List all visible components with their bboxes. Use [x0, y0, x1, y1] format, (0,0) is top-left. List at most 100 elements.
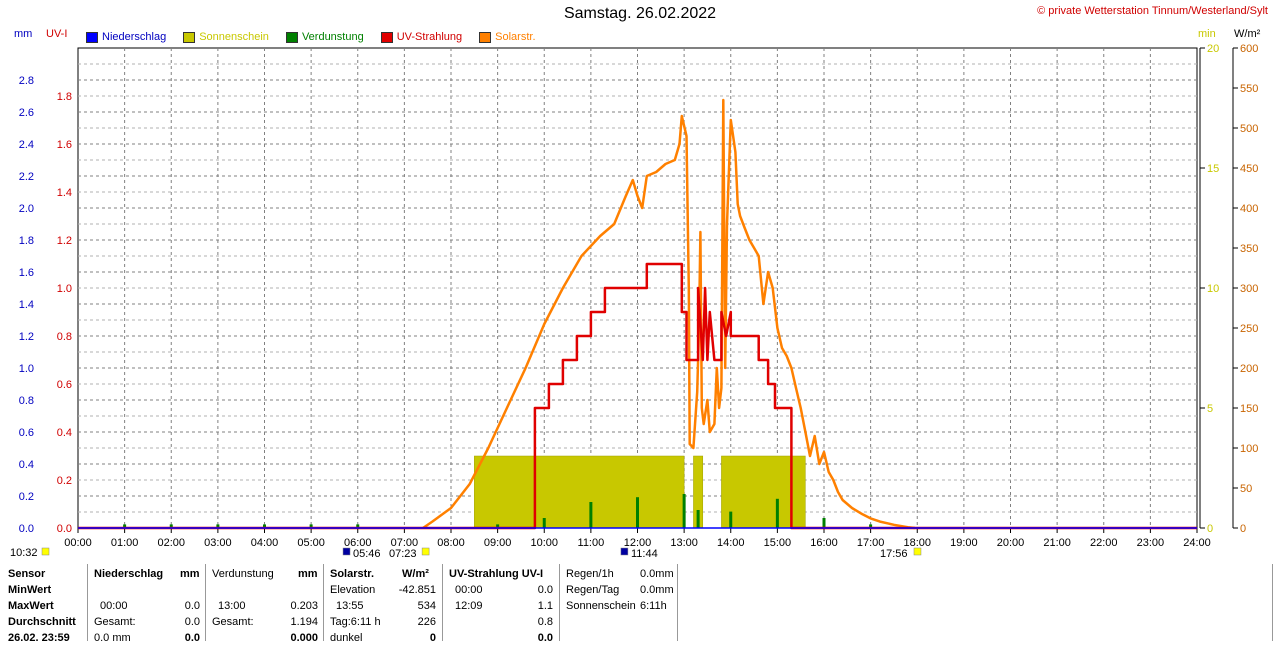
legend-solar: Solarstr. [479, 31, 536, 43]
x-tick-label: 04:00 [251, 537, 279, 549]
marker-time-sunset: 17:56 [880, 548, 908, 560]
daylight-label: Tag:6:11 h [330, 616, 381, 628]
legend: Niederschlag Sonnenschein Verdunstung UV… [86, 31, 553, 43]
chart-title: Samstag. 26.02.2022 [563, 5, 717, 22]
divider [205, 564, 206, 641]
mm-tick-label: 2.8 [19, 75, 34, 87]
divider [677, 564, 678, 641]
uv-column: UV-Strahlung UV-I 00:00 0.0 12:09 1.1 0.8 … [449, 566, 553, 646]
solar-tick-label: 400 [1240, 203, 1258, 215]
uv-unit-label: UV-I [46, 28, 68, 40]
legend-uv: UV-Strahlung [380, 31, 463, 43]
marker-time-sunrise: 05:46 [353, 548, 381, 560]
legend-sonnenschein: Sonnenschein [183, 31, 269, 43]
verdunstung-max-value: 0.203 [290, 600, 318, 612]
legend-label: Solarstr. [495, 31, 536, 43]
evaporation-spike [589, 502, 593, 528]
x-tick-label: 20:00 [997, 537, 1025, 549]
verdunstung-total-value: 1.194 [290, 616, 318, 628]
uv-tick-label: 1.4 [57, 187, 72, 199]
elevation-label: Elevation [330, 584, 376, 596]
rain-sun-column: Regen/1h 0.0mm Regen/Tag 0.0mm Sonnenschei… [566, 566, 674, 614]
evaporation-spike [682, 494, 686, 528]
legend-label: Niederschlag [102, 31, 167, 43]
x-tick-label: 21:00 [1043, 537, 1071, 549]
divider [87, 564, 88, 641]
sunrise-icon [342, 547, 351, 556]
mm-tick-label: 1.2 [19, 331, 34, 343]
yellow-marker [913, 547, 922, 556]
solar-tick-label: 50 [1240, 483, 1252, 495]
legend-swatch [86, 31, 98, 43]
x-tick-label: 06:00 [344, 537, 372, 549]
uv-average-value: 0.8 [537, 616, 553, 628]
mm-tick-label: 2.2 [19, 171, 34, 183]
uv-tick-label: 0.6 [57, 379, 72, 391]
solar-current-value: 0 [429, 632, 436, 644]
evaporation-spike [775, 498, 779, 528]
mm-unit-label: mm [14, 28, 33, 40]
yellow-marker [421, 547, 430, 556]
legend-verdunstung: Verdunstung [285, 31, 364, 43]
solar-tick-label: 350 [1240, 243, 1258, 255]
uv-tick-label: 1.6 [57, 139, 72, 151]
stats-panel: Sensor MinWert MaxWert Durchschnitt 26.0… [0, 562, 1280, 644]
mm-tick-label: 0.4 [19, 459, 34, 471]
regen-tag-value: 0.0mm [640, 584, 674, 596]
minwert-label: MinWert [8, 584, 52, 596]
uv-tick-label: 0.8 [57, 331, 72, 343]
current-time-label: 26.02. 23:59 [8, 632, 70, 644]
solar-average-value: 226 [417, 616, 436, 628]
solar-radiation-line [422, 98, 916, 530]
min-tick-label: 10 [1207, 283, 1219, 295]
solar-tick-label: 600 [1240, 43, 1258, 55]
x-tick-label: 24:00 [1183, 537, 1211, 549]
solar-tick-label: 550 [1240, 83, 1258, 95]
niederschlag-column: Niederschlag mm 00:00 0.0 Gesamt: 0.0 0.0 m… [94, 566, 200, 646]
solar-tick-label: 0 [1240, 523, 1246, 535]
legend-label: Sonnenschein [199, 31, 269, 43]
x-tick-label: 05:00 [297, 537, 325, 549]
x-tick-label: 00:00 [64, 537, 92, 549]
niederschlag-max-value: 0.0 [184, 600, 200, 612]
mm-tick-label: 1.4 [19, 299, 34, 311]
x-tick-label: 07:00 [391, 537, 419, 549]
uv-header: UV-Strahlung UV-I [449, 568, 544, 580]
niederschlag-total-label: Gesamt: [94, 616, 136, 628]
solar-header: Solarstr. [330, 568, 375, 580]
mm-tick-label: 2.6 [19, 107, 34, 119]
min-unit-label: min [1198, 28, 1216, 40]
niederschlag-max-time: 00:00 [100, 600, 128, 612]
x-tick-label: 16:00 [810, 537, 838, 549]
evaporation-spike [636, 497, 639, 528]
mm-tick-label: 0.2 [19, 491, 34, 503]
mm-tick-label: 2.0 [19, 203, 34, 215]
uv-tick-label: 0.4 [57, 427, 72, 439]
marker-time-1144: 11:44 [631, 548, 658, 560]
evaporation-spike [169, 524, 173, 528]
legend-swatch [285, 31, 298, 43]
divider [323, 564, 324, 641]
elevation-value: -42.851 [398, 584, 436, 596]
evaporation-spike [216, 524, 220, 528]
uv-radiation-line [78, 262, 1197, 530]
x-tick-label: 09:00 [484, 537, 512, 549]
divider [442, 564, 443, 641]
uv-tick-label: 1.2 [57, 235, 72, 247]
moon-icon [620, 547, 629, 556]
weather-chart: 00:00 01:00 02:00 03:00 04:00 05:00 06:00 07:00… [19, 43, 1258, 556]
mm-tick-label: 0.0 [19, 523, 34, 535]
mm-tick-label: 2.4 [19, 139, 34, 151]
x-tick-label: 10:00 [530, 537, 558, 549]
min-tick-label: 15 [1207, 163, 1219, 175]
legend-label: UV-Strahlung [396, 31, 463, 43]
divider [1272, 564, 1273, 641]
evaporation-spike [356, 524, 360, 528]
divider [559, 564, 560, 641]
x-tick-label: 14:00 [717, 537, 745, 549]
x-tick-label: 15:00 [764, 537, 792, 549]
yellow-marker [41, 547, 50, 556]
solar-max-value: 534 [417, 600, 436, 612]
mm-tick-label: 0.8 [19, 395, 34, 407]
solar-tick-label: 100 [1240, 443, 1258, 455]
